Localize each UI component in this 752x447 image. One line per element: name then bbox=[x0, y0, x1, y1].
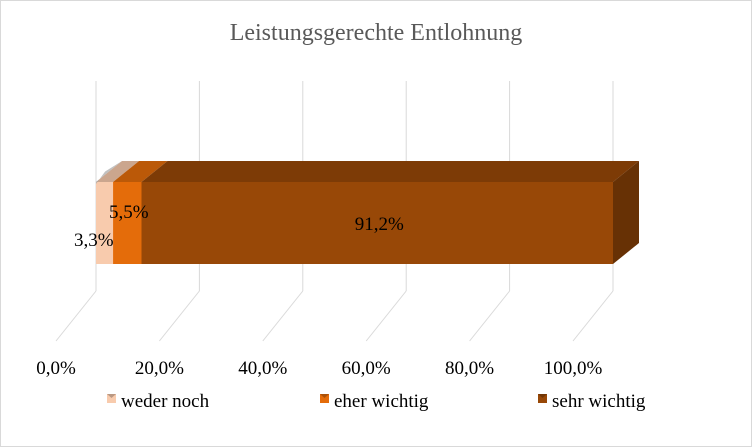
bar-segment-0 bbox=[96, 182, 114, 264]
legend-label-0: weder noch bbox=[121, 391, 210, 412]
gridline-depth-5 bbox=[572, 290, 614, 342]
data-label-0: 3,3% bbox=[74, 230, 114, 251]
bar-layer bbox=[96, 161, 639, 264]
x-tick-label-3: 60,0% bbox=[342, 358, 391, 379]
x-tick-label-0: 0,0% bbox=[36, 358, 76, 379]
gridline-depth-0 bbox=[55, 290, 97, 342]
legend-swatch-top-2 bbox=[538, 394, 547, 398]
gridline-depth-3 bbox=[365, 290, 407, 342]
legend-swatch-top-1 bbox=[320, 394, 329, 398]
label-layer: 3,3% 5,5% 91,2% bbox=[74, 202, 404, 251]
data-label-2: 91,2% bbox=[355, 214, 404, 235]
data-label-1: 5,5% bbox=[109, 202, 149, 223]
legend: weder noch eher wichtig sehr wichtig bbox=[107, 391, 646, 412]
gridline-depth-1 bbox=[159, 290, 200, 342]
legend-label-1: eher wichtig bbox=[334, 391, 429, 412]
bar-top-2 bbox=[141, 161, 639, 182]
bar-top-1 bbox=[113, 161, 168, 182]
chart-title: Leistungsgerechte Entlohnung bbox=[230, 20, 523, 46]
legend-label-2: sehr wichtig bbox=[552, 391, 646, 412]
x-tick-label-2: 40,0% bbox=[238, 358, 287, 379]
legend-swatch-2 bbox=[538, 394, 547, 403]
x-tick-label-5: 100,0% bbox=[544, 358, 603, 379]
bar-segment-2 bbox=[141, 182, 613, 264]
bar-segment-1 bbox=[113, 182, 142, 264]
gridline-depth-4 bbox=[469, 290, 510, 342]
x-tick-label-4: 80,0% bbox=[445, 358, 494, 379]
legend-swatch-0 bbox=[107, 394, 116, 403]
bar-top-0 bbox=[96, 161, 140, 182]
tick-layer: 0,0% 20,0% 40,0% 60,0% 80,0% 100,0% bbox=[36, 358, 602, 379]
legend-swatch-1 bbox=[320, 394, 329, 403]
x-tick-label-1: 20,0% bbox=[135, 358, 184, 379]
bar-side-2 bbox=[613, 161, 639, 264]
legend-swatch-top-0 bbox=[107, 394, 116, 398]
gridline-depth-2 bbox=[262, 290, 304, 342]
